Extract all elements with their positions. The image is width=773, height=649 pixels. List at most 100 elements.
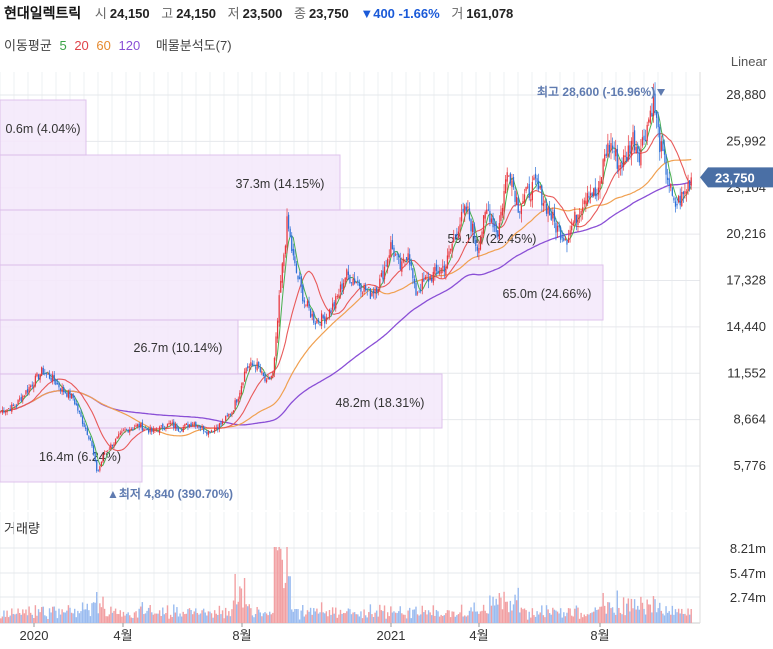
candle-body xyxy=(616,148,618,169)
scale-mode-toggle[interactable]: Linear xyxy=(730,54,767,69)
volume-bar xyxy=(501,609,504,623)
candle-body xyxy=(409,254,411,265)
ma20-legend[interactable]: 20 xyxy=(74,38,89,53)
candle-body xyxy=(96,460,98,471)
volume-bar xyxy=(404,614,406,623)
candle-body xyxy=(165,428,167,429)
candle-body xyxy=(300,276,302,287)
volume-bar xyxy=(122,611,125,623)
candle-body xyxy=(349,274,351,283)
volume-bar xyxy=(243,577,246,623)
candle-body xyxy=(572,222,574,226)
candle-body xyxy=(574,211,576,223)
volume-bar xyxy=(250,608,252,623)
candle-body xyxy=(479,237,482,250)
candle-body xyxy=(110,444,112,450)
candle-body xyxy=(663,149,666,155)
volume-bar xyxy=(169,614,172,623)
ma120-legend[interactable]: 120 xyxy=(118,38,141,53)
ma5-legend[interactable]: 5 xyxy=(59,38,67,53)
candle-body xyxy=(316,320,318,324)
candle-body xyxy=(314,323,316,325)
volume-bar xyxy=(377,616,379,623)
candle-body xyxy=(41,367,43,376)
volume-bar xyxy=(353,612,356,623)
candle-body xyxy=(228,414,230,417)
volume-bar xyxy=(627,598,630,623)
candle-body xyxy=(171,422,173,424)
volume-profile-legend[interactable]: 매물분석도(7) xyxy=(155,38,232,53)
candle-body xyxy=(77,403,79,411)
candle-body xyxy=(3,410,5,413)
candle-body xyxy=(674,201,677,207)
candle-body xyxy=(659,126,661,153)
volume-bar xyxy=(297,609,299,623)
stock-name: 현대일렉트릭 xyxy=(4,5,82,21)
volume-bar xyxy=(486,613,488,623)
candle-body xyxy=(365,285,367,291)
volume-profile-block xyxy=(0,319,239,375)
candle-body xyxy=(580,210,582,215)
candle-body xyxy=(339,284,342,293)
volume-bar xyxy=(125,613,128,623)
candle-body xyxy=(453,237,455,242)
volume-bar xyxy=(26,615,29,623)
candle-body xyxy=(599,181,601,190)
volume-bar xyxy=(17,608,19,623)
candle-body xyxy=(226,415,228,416)
volume-bar xyxy=(633,599,636,623)
volume-bar xyxy=(116,613,118,623)
candle-body xyxy=(391,240,394,250)
candle-body xyxy=(390,242,392,258)
candle-body xyxy=(552,212,554,219)
volume-bar xyxy=(654,599,656,623)
volume-bar xyxy=(121,616,123,623)
candle-body xyxy=(429,276,431,281)
volume-bar xyxy=(602,592,604,623)
volume-bar xyxy=(267,615,269,623)
volume-bar xyxy=(561,617,563,623)
volume-bar xyxy=(548,613,551,623)
volume-bar xyxy=(545,605,548,623)
volume-bar xyxy=(355,614,357,623)
volume-bar xyxy=(619,612,622,623)
candle-body xyxy=(225,415,227,421)
volume-bar xyxy=(449,617,452,623)
candle-body xyxy=(347,271,349,276)
candle-body xyxy=(166,423,169,428)
volume-bar xyxy=(196,612,199,623)
volume-bar xyxy=(306,610,309,623)
candle-body xyxy=(56,383,59,384)
volume-bar xyxy=(580,612,582,623)
candle-body xyxy=(12,405,14,406)
volume-bar xyxy=(487,613,490,623)
high-marker-label: 최고 28,600 (-16.96%) xyxy=(537,84,655,99)
volume-bar xyxy=(670,614,672,623)
volume-bar xyxy=(412,609,414,623)
candle-body xyxy=(119,432,121,435)
candle-body xyxy=(42,367,44,375)
volume-bar xyxy=(446,610,449,623)
volume-bar xyxy=(265,613,268,623)
candle-body xyxy=(146,428,148,430)
volume-bar xyxy=(130,617,133,623)
volume-bar xyxy=(599,606,601,623)
ma-legend-label[interactable]: 이동평균 xyxy=(4,38,52,53)
candle-body xyxy=(449,249,452,251)
candle-body xyxy=(671,187,673,196)
volume-bar xyxy=(224,607,227,623)
candle-body xyxy=(4,411,7,413)
volume-bar xyxy=(386,612,389,623)
volume-bar xyxy=(204,612,206,623)
x-tick-label: 8월 xyxy=(590,628,609,643)
candle-body xyxy=(689,180,691,189)
candle-body xyxy=(493,225,496,227)
ma60-legend[interactable]: 60 xyxy=(96,38,111,53)
candle-body xyxy=(273,357,276,373)
candle-body xyxy=(305,304,307,306)
candle-body xyxy=(619,165,622,167)
volume-bar xyxy=(198,614,200,623)
candle-body xyxy=(37,374,40,380)
candle-body xyxy=(564,238,567,240)
